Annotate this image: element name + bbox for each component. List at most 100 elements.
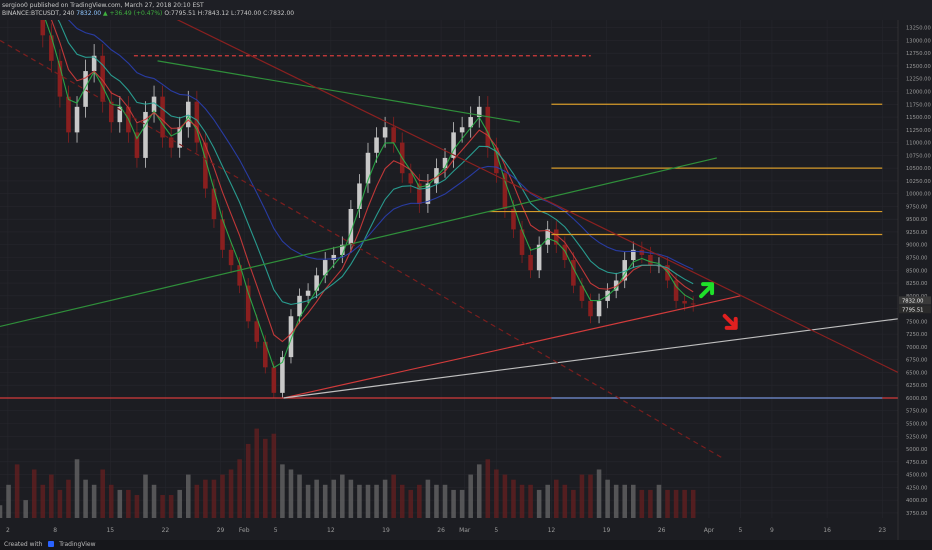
symbol-label: BINANCE:BTCUSDT, 240 [2, 10, 75, 17]
y-tick-label: 13000.00 [906, 38, 931, 44]
candle-body [83, 71, 88, 107]
x-tick-label: 8 [53, 527, 57, 534]
volume-bar [639, 489, 645, 518]
volume-bar [665, 489, 670, 518]
candle [613, 272, 619, 299]
y-tick-label: 7000.00 [906, 345, 927, 351]
candle-body [494, 147, 499, 174]
trend-line [157, 60, 520, 123]
y-tick-label: 9250.00 [906, 230, 927, 236]
x-tick-label: 5 [739, 527, 743, 534]
last-price-box [899, 296, 931, 305]
candle-body [588, 300, 593, 317]
candle [91, 44, 97, 83]
volume-bar [168, 495, 174, 518]
y-tick-label: 10000.00 [906, 192, 931, 198]
candle [553, 220, 559, 254]
x-tick-label: 12 [327, 527, 335, 534]
x-tick-label: 9 [770, 527, 774, 534]
candle-body [682, 300, 687, 304]
candle [322, 252, 328, 284]
price-change: ▲ +36.49 (+0.47%) [103, 10, 163, 17]
candle-body [408, 173, 414, 184]
volume-bar [6, 484, 11, 518]
candle [468, 106, 473, 138]
candle [588, 293, 593, 324]
volume-bar [631, 484, 636, 518]
candle-body [254, 321, 260, 342]
candle [690, 296, 696, 312]
candle-body [211, 188, 217, 220]
y-tick-label: 6500.00 [906, 370, 927, 376]
candle-body [425, 183, 431, 204]
volume-bar [622, 484, 628, 518]
candle [108, 90, 114, 133]
volume-bar [143, 474, 148, 518]
candle-body [305, 290, 311, 296]
candle [280, 350, 285, 399]
candle-body [185, 101, 191, 128]
volume-bar [374, 484, 379, 518]
candle-body [365, 152, 371, 184]
trend-line [283, 318, 899, 399]
candle-body [160, 96, 165, 138]
candle [288, 309, 294, 364]
volume-bar [382, 479, 388, 518]
y-tick-label: 10750.00 [906, 153, 931, 159]
trend-line [283, 295, 741, 399]
volume-bar [536, 489, 542, 518]
candle [74, 96, 80, 143]
x-tick-label: 5 [274, 527, 278, 534]
candle [622, 252, 628, 289]
candle-body [220, 219, 225, 250]
volume-bar [288, 469, 294, 518]
volume-bar [245, 443, 251, 518]
volume-bar [519, 484, 525, 518]
x-tick-label: 23 [878, 527, 886, 534]
red-down-arrow [722, 313, 738, 330]
volume-bar [151, 484, 157, 518]
y-tick-label: 5500.00 [906, 422, 927, 428]
y-tick-label: 9000.00 [906, 243, 927, 249]
candle [639, 241, 645, 264]
y-tick-label: 12750.00 [906, 51, 931, 57]
candle-body [66, 96, 71, 133]
y-tick-label: 13250.00 [906, 26, 931, 32]
candle [391, 116, 396, 153]
candle [228, 241, 234, 274]
x-tick-label: 26 [437, 527, 445, 534]
volume-bar [108, 484, 114, 518]
volume-bar [348, 479, 354, 518]
trend-line [135, 0, 899, 373]
last-price-label: 7832.00 [902, 298, 923, 304]
candle-body [374, 137, 379, 153]
trend-line [0, 157, 717, 328]
y-tick-label: 12000.00 [906, 90, 931, 96]
candle [143, 101, 148, 168]
volume-bar [160, 495, 165, 518]
volume-bar [425, 479, 431, 518]
ema-line-3 [45, 0, 694, 305]
volume-bar [14, 464, 20, 518]
volume-bar [74, 459, 80, 518]
candle-body [91, 55, 97, 72]
volume-bar [31, 469, 37, 518]
candle [314, 267, 319, 299]
candle [442, 148, 448, 178]
candle [631, 241, 636, 269]
candle-body [237, 265, 242, 286]
candle [485, 96, 491, 158]
candle [340, 236, 345, 264]
y-tick-label: 11000.00 [906, 141, 931, 147]
y-tick-label: 5000.00 [906, 447, 927, 453]
y-tick-label: 11250.00 [906, 128, 931, 134]
ema-line-2 [41, 0, 694, 343]
volume-bar [211, 479, 217, 518]
candle [579, 278, 585, 309]
candle-body [49, 35, 54, 61]
candle [571, 252, 576, 294]
volume-bar [228, 469, 234, 518]
candle [100, 44, 105, 113]
